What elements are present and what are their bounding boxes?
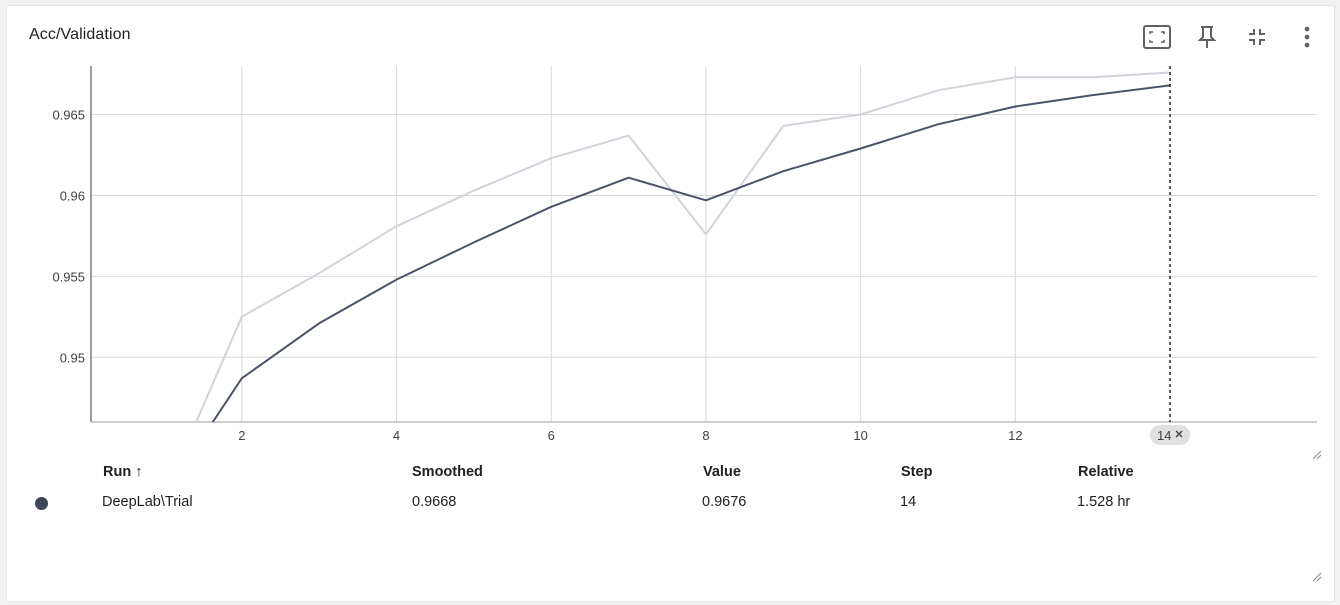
card-title: Acc/Validation — [29, 26, 131, 43]
fit-domain-icon — [1143, 25, 1171, 49]
x-tick-label: 12 — [1008, 428, 1022, 443]
pin-button[interactable] — [1190, 20, 1224, 54]
run-name-cell: DeepLab\Trial — [102, 494, 193, 510]
line-chart[interactable]: 2 4 6 8 10 12 0.95 0.955 0.96 0.965 14 — [7, 6, 1336, 461]
x-tick-label: 8 — [702, 428, 709, 443]
chart-resize-handle[interactable] — [1310, 448, 1322, 460]
x-tick-label: 6 — [548, 428, 555, 443]
y-tick-label: 0.95 — [60, 350, 85, 365]
value-cell: 0.9676 — [702, 494, 747, 510]
y-tick-label: 0.955 — [52, 269, 85, 284]
more-vert-icon — [1304, 26, 1310, 48]
x-tick-label: 4 — [393, 428, 400, 443]
sort-ascending-icon: ↑ — [135, 464, 143, 480]
hover-step-chip[interactable] — [1150, 425, 1191, 445]
table-resize-handle[interactable] — [1310, 570, 1322, 582]
pin-icon — [1197, 26, 1217, 48]
chip-close-icon[interactable] — [1175, 430, 1183, 438]
smoothed-column-header: Smoothed — [412, 464, 483, 480]
collapse-button[interactable] — [1240, 20, 1274, 54]
raw-series-line — [195, 71, 1171, 422]
y-tick-label: 0.96 — [60, 188, 85, 203]
relative-column-header: Relative — [1078, 464, 1134, 480]
scalar-card: Acc/Validation 2 4 6 8 10 12 0.95 0.95 — [6, 5, 1335, 602]
run-column-header[interactable]: Run ↑ — [103, 464, 142, 480]
collapse-icon — [1249, 29, 1265, 45]
smoothed-series-line — [211, 84, 1171, 422]
more-options-button[interactable] — [1290, 20, 1324, 54]
run-header-label: Run — [103, 464, 132, 480]
run-color-dot[interactable] — [35, 497, 48, 510]
step-cell: 14 — [900, 494, 917, 510]
x-tick-label: 10 — [853, 428, 867, 443]
smoothed-value-cell: 0.9668 — [412, 494, 457, 510]
step-column-header: Step — [901, 464, 933, 480]
hover-step-chip-label: 14 — [1157, 428, 1171, 443]
x-tick-label: 2 — [238, 428, 245, 443]
fit-domain-button[interactable] — [1140, 20, 1174, 54]
y-tick-label: 0.965 — [52, 108, 85, 123]
relative-time-cell: 1.528 hr — [1077, 494, 1131, 510]
value-column-header: Value — [703, 464, 741, 480]
